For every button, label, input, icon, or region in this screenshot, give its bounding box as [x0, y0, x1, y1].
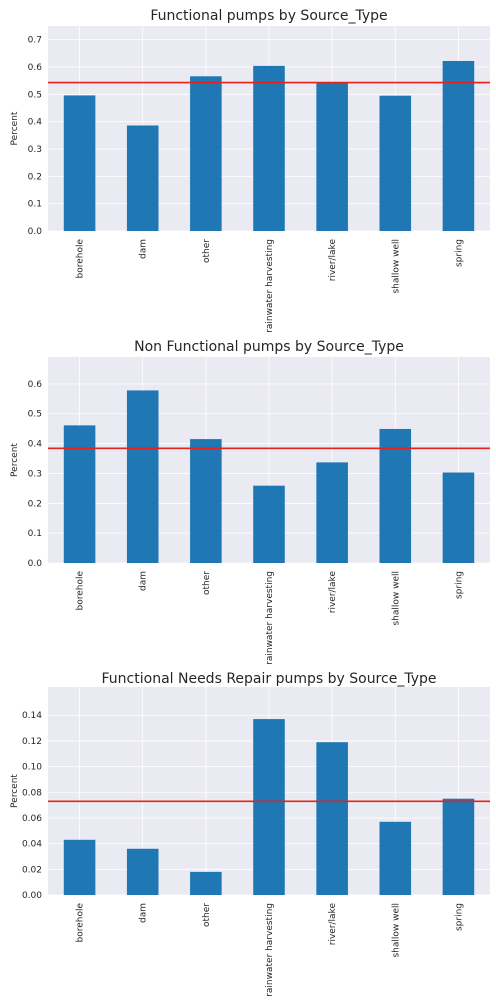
bar-rainwater-harvesting	[253, 719, 285, 895]
bar-dam	[126, 390, 159, 563]
x-tick-label: other	[202, 239, 212, 263]
y-tick-label: 0.6	[28, 63, 43, 73]
chart-panel-2: 0.0 0.1 0.2 0.3 0.4 0.5 0.6 borehole dam other rai…	[10, 339, 490, 665]
y-axis-label: Percent	[10, 443, 20, 477]
bar-dam	[126, 848, 159, 895]
bar-river-lake	[316, 742, 348, 895]
bar-other	[190, 76, 222, 231]
x-tick-label: borehole	[76, 571, 86, 611]
y-tick-label: 0.4	[28, 440, 43, 450]
bar-shallow-well	[379, 428, 412, 563]
bar-river-lake	[316, 462, 348, 563]
x-tick-label: shallow well	[391, 903, 401, 958]
chart-panel-3: 0.00 0.02 0.04 0.06 0.08 0.10 0.12 0.14 borehole…	[10, 671, 490, 997]
y-tick-label: 0.14	[22, 711, 42, 721]
bar-other	[190, 439, 222, 563]
x-tick-label: rainwater harvesting	[265, 571, 275, 665]
bar-dam	[126, 125, 159, 231]
y-tick-label: 0.06	[22, 814, 42, 824]
x-tick-label: rainwater harvesting	[265, 903, 275, 997]
y-tick-label: 0.0	[28, 559, 43, 569]
x-tick-label: rainwater harvesting	[265, 239, 275, 333]
bar-spring	[442, 798, 475, 895]
chart-panel-1: 0.0 0.1 0.2 0.3 0.4 0.5 0.6 0.7 borehole dam other…	[10, 8, 490, 333]
x-tick-label: spring	[454, 571, 464, 599]
bar-rainwater-harvesting	[253, 65, 285, 231]
x-tick-label: river/lake	[328, 239, 338, 282]
y-tick-label: 0.02	[22, 865, 42, 875]
bar-spring	[442, 60, 475, 232]
chart-title: Functional Needs Repair pumps by Source_…	[102, 671, 437, 687]
y-tick-label: 0.6	[28, 380, 43, 390]
y-tick-label: 0.3	[28, 469, 42, 479]
chart-title: Non Functional pumps by Source_Type	[134, 339, 404, 355]
y-axis-label: Percent	[10, 774, 20, 808]
x-tick-label: river/lake	[328, 903, 338, 946]
y-tick-label: 0.12	[22, 737, 42, 747]
bar-river-lake	[316, 82, 348, 231]
bar-rainwater-harvesting	[253, 485, 285, 563]
x-tick-label: dam	[139, 903, 149, 923]
x-tick-label: river/lake	[328, 571, 338, 614]
bar-other	[190, 871, 222, 895]
y-tick-label: 0.5	[28, 90, 42, 100]
x-tick-label: other	[202, 903, 212, 927]
bar-borehole	[63, 425, 96, 563]
y-tick-label: 0.08	[22, 788, 42, 798]
y-tick-label: 0.3	[28, 145, 42, 155]
x-tick-label: dam	[139, 239, 149, 259]
y-tick-label: 0.00	[22, 891, 42, 901]
bar-shallow-well	[379, 821, 412, 895]
y-tick-label: 0.2	[28, 499, 42, 509]
y-tick-label: 0.2	[28, 172, 42, 182]
x-tick-label: shallow well	[391, 239, 401, 294]
x-tick-label: spring	[454, 903, 464, 931]
x-tick-label: borehole	[76, 903, 86, 943]
x-tick-label: spring	[454, 239, 464, 267]
y-tick-label: 0.1	[28, 529, 42, 539]
chart-title: Functional pumps by Source_Type	[150, 8, 387, 24]
y-tick-label: 0.7	[28, 36, 42, 46]
bar-borehole	[63, 839, 96, 895]
bar-borehole	[63, 95, 96, 231]
x-tick-label: dam	[139, 571, 149, 591]
y-tick-label: 0.04	[22, 840, 42, 850]
y-tick-label: 0.4	[28, 118, 43, 128]
y-tick-label: 0.10	[22, 763, 42, 773]
y-axis-label: Percent	[10, 111, 20, 145]
bar-spring	[442, 472, 475, 563]
y-tick-label: 0.0	[28, 227, 43, 237]
y-tick-label: 0.5	[28, 410, 42, 420]
y-tick-label: 0.1	[28, 200, 42, 210]
x-tick-label: other	[202, 571, 212, 595]
x-tick-label: borehole	[76, 239, 86, 279]
bar-shallow-well	[379, 95, 412, 231]
x-tick-label: shallow well	[391, 571, 401, 626]
